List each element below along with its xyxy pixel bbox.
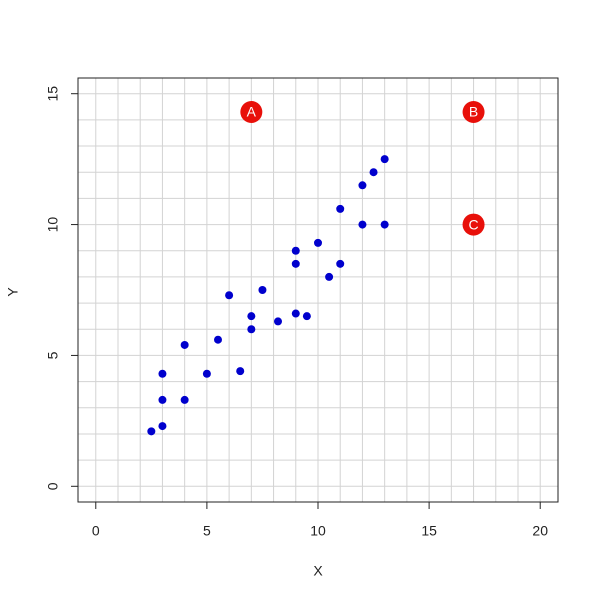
labeled-point (240, 101, 263, 124)
point (325, 272, 334, 281)
x-tick-label: 15 (421, 523, 437, 539)
point-label: C (468, 216, 478, 232)
point (158, 395, 167, 404)
point (314, 238, 322, 247)
y-tick-label: 10 (45, 217, 61, 233)
y-tick-label: 0 (45, 482, 61, 490)
labeled-point (462, 101, 485, 124)
point (291, 246, 300, 255)
point (274, 317, 282, 326)
point (380, 220, 389, 229)
point (369, 168, 378, 177)
point (258, 286, 267, 294)
point-label: A (247, 104, 257, 120)
x-tick-label: 10 (310, 523, 326, 539)
point (214, 335, 222, 344)
point (158, 369, 167, 378)
point (147, 427, 156, 436)
point (302, 312, 311, 321)
point (336, 259, 345, 268)
point (225, 291, 234, 300)
point (358, 220, 367, 229)
labeled-point (462, 213, 485, 236)
x-axis-label: X (313, 563, 323, 579)
x-tick-label: 5 (203, 523, 211, 539)
point (291, 259, 300, 268)
x-tick-label: 0 (92, 523, 100, 539)
y-tick-label: 15 (45, 86, 61, 102)
point (236, 367, 245, 376)
y-tick-label: 5 (45, 351, 61, 359)
point (247, 312, 256, 321)
x-tick-label: 20 (532, 523, 548, 539)
point (358, 181, 367, 190)
point-label: B (469, 104, 478, 120)
point (336, 204, 345, 213)
point (180, 395, 189, 404)
point (247, 325, 256, 334)
point (180, 340, 189, 349)
y-axis-label: Y (5, 287, 21, 297)
point (158, 422, 167, 431)
point (291, 309, 300, 318)
point (202, 369, 211, 378)
point (380, 155, 389, 164)
